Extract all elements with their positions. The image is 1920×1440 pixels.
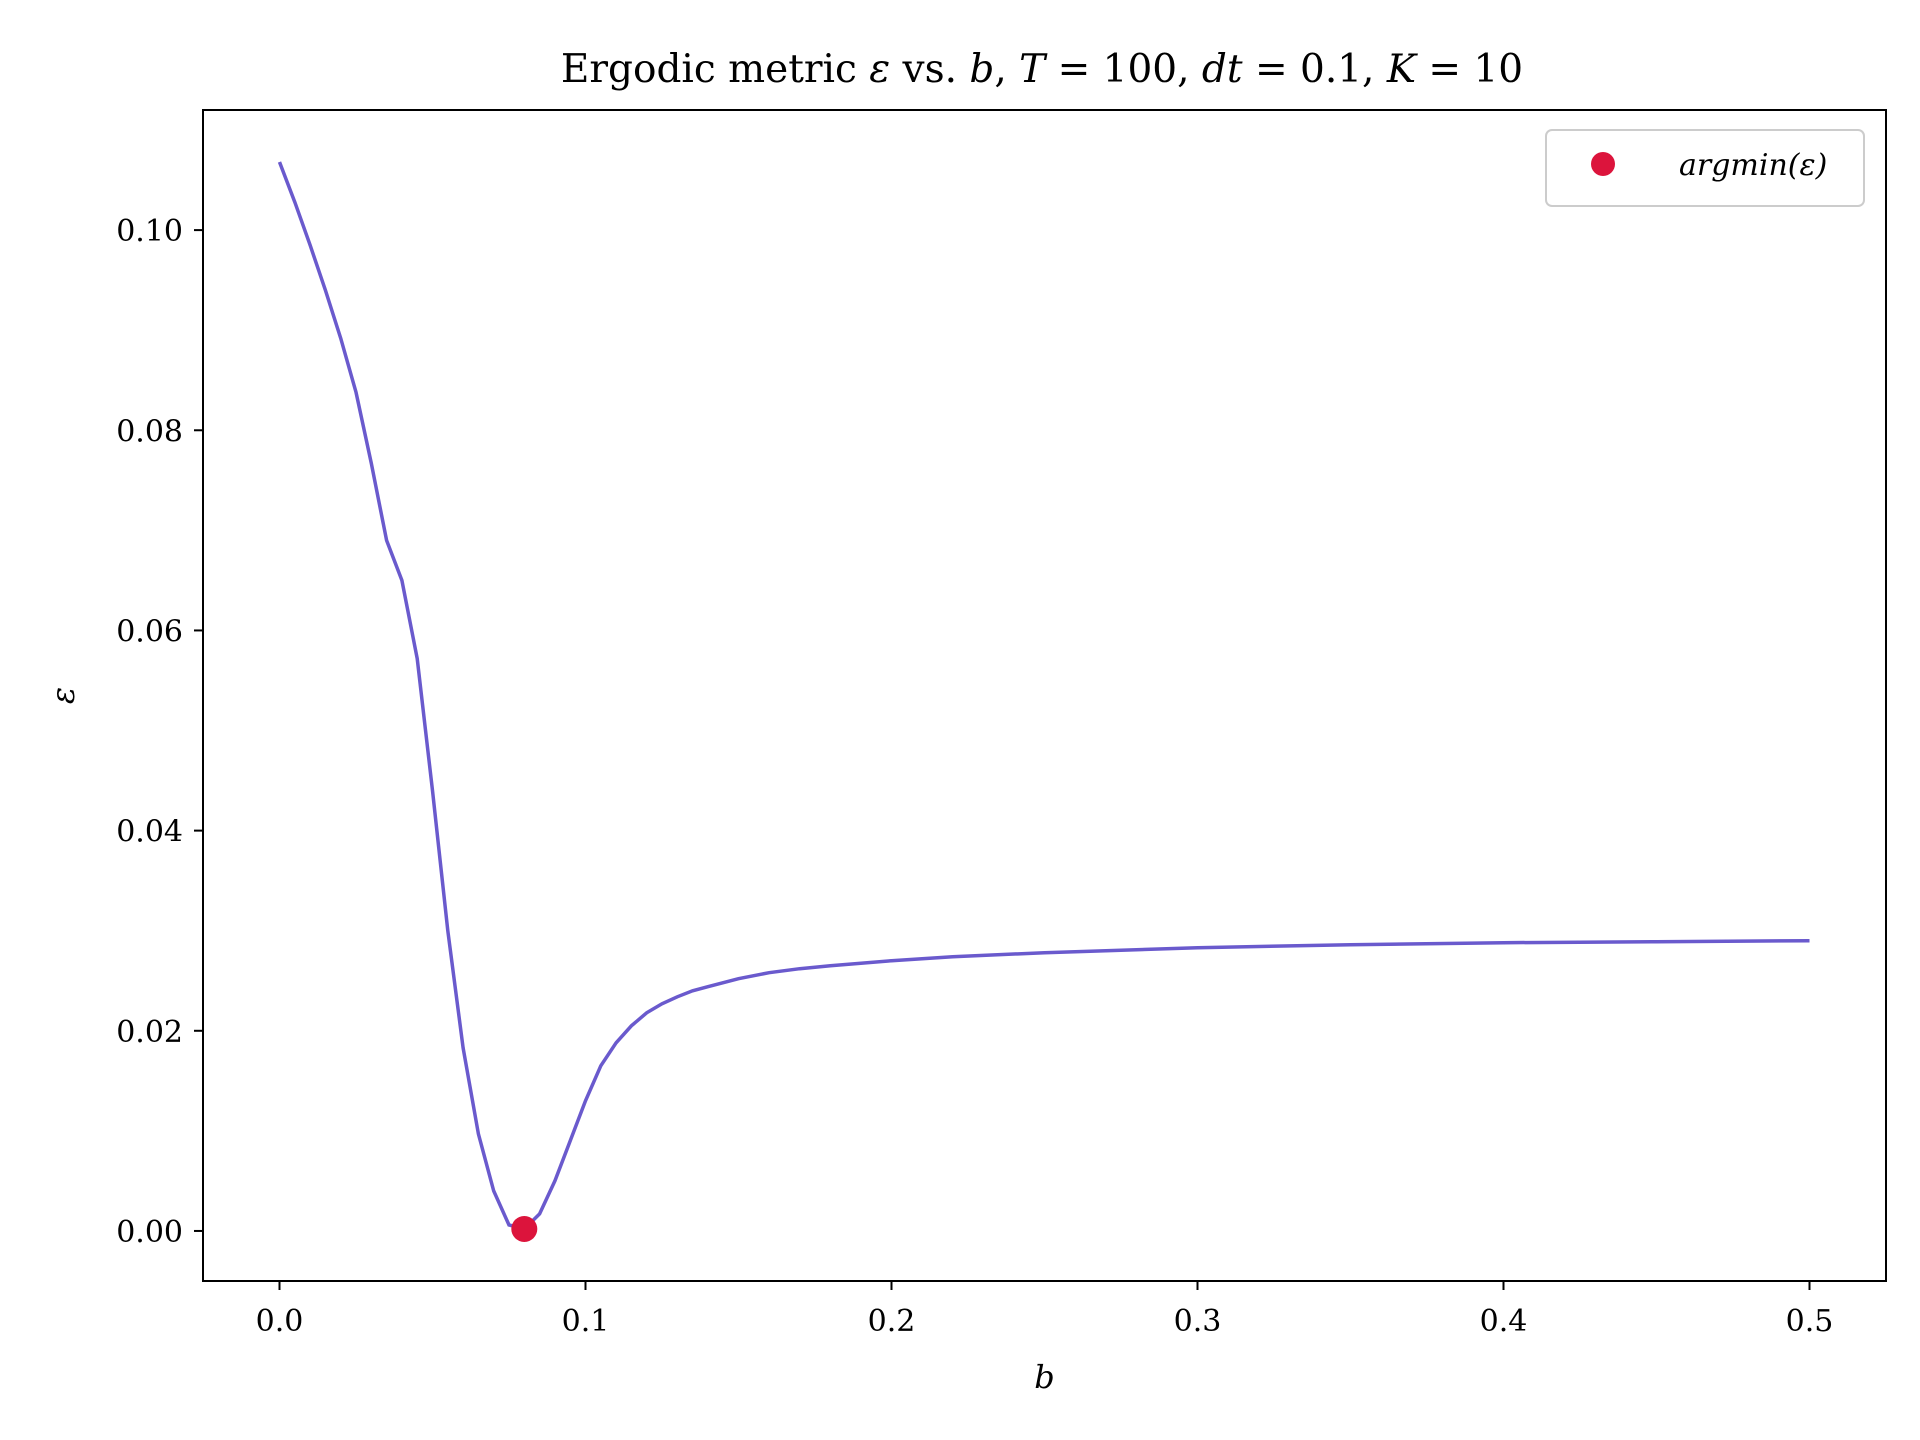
x-axis: 0.0 0.1 0.2 0.3 0.4 0.5 <box>256 1281 1834 1339</box>
x-axis-label: b <box>1034 1358 1054 1396</box>
y-tick-label: 0.00 <box>116 1215 183 1250</box>
axes-frame <box>202 109 1887 1282</box>
legend-label: argmin(ε) <box>1679 148 1827 183</box>
chart-title: Ergodic metric ε vs. b, T = 100, dt = 0.… <box>561 47 1523 92</box>
y-tick-label: 0.02 <box>116 1015 183 1050</box>
x-tick-label: 0.5 <box>1786 1304 1834 1339</box>
x-tick-label: 0.2 <box>868 1304 916 1339</box>
x-tick-label: 0.1 <box>562 1304 610 1339</box>
y-axis: 0.00 0.02 0.04 0.06 0.08 0.10 <box>116 214 203 1250</box>
plot-area <box>277 161 1810 1242</box>
y-tick-label: 0.06 <box>116 614 183 649</box>
y-tick-label: 0.10 <box>116 214 183 249</box>
x-tick-label: 0.3 <box>1174 1304 1222 1339</box>
argmin-point <box>511 1215 538 1242</box>
x-tick-label: 0.0 <box>256 1304 304 1339</box>
series-line-0 <box>277 161 1810 1231</box>
y-axis-label: ε <box>44 687 82 704</box>
legend-marker <box>1591 152 1615 176</box>
legend-box <box>1545 129 1865 207</box>
x-tick-label: 0.4 <box>1480 1304 1528 1339</box>
y-tick-label: 0.08 <box>116 414 183 449</box>
legend: argmin(ε) <box>1545 129 1865 207</box>
y-tick-label: 0.04 <box>116 815 183 850</box>
